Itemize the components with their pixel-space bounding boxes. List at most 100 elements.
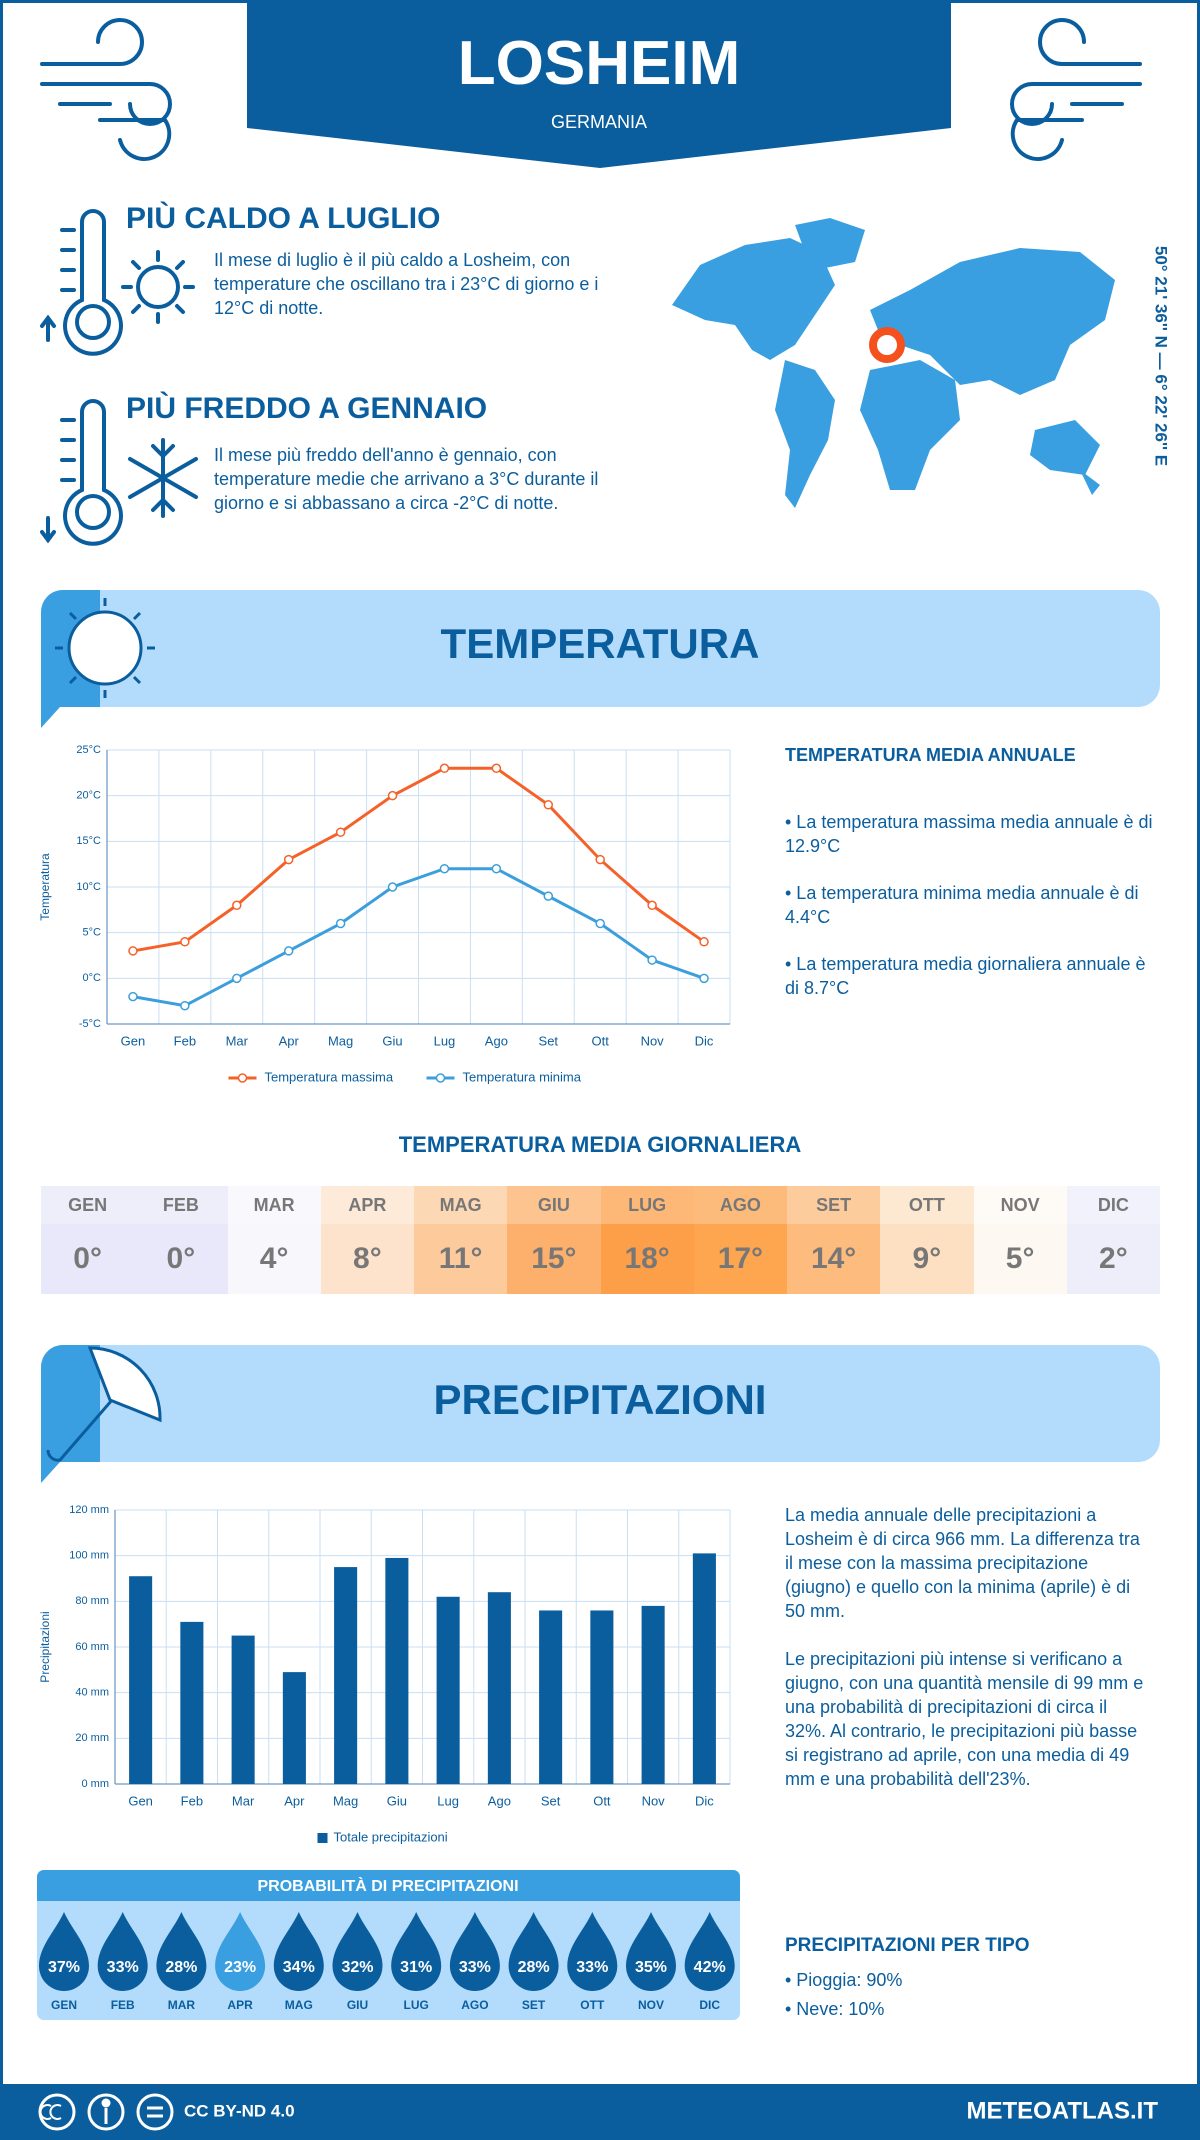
x-tick-label: Lug bbox=[437, 1793, 459, 1808]
footer-bar bbox=[0, 2084, 1200, 2140]
x-tick-label: Mar bbox=[226, 1033, 249, 1048]
x-tick-label: Giu bbox=[382, 1033, 402, 1048]
type-item: • Neve: 10% bbox=[785, 1999, 885, 2019]
drop-label: 42% bbox=[694, 1959, 726, 1976]
daily-month: FEB bbox=[134, 1186, 228, 1224]
line bbox=[132, 867, 705, 1008]
section-title: TEMPERATURA bbox=[441, 620, 760, 667]
daily-cell: MAG 11° bbox=[414, 1186, 508, 1294]
daily-cell: FEB 0° bbox=[134, 1186, 228, 1294]
point bbox=[128, 991, 138, 1002]
daily-month: GIU bbox=[507, 1186, 601, 1224]
drop-label: 33% bbox=[459, 1959, 491, 1976]
point bbox=[491, 863, 502, 874]
precipitation-text: La media annuale delle precipitazioni a … bbox=[785, 1503, 1150, 1815]
drop bbox=[215, 1912, 266, 1991]
point bbox=[439, 863, 450, 874]
x-tick-label: Gen bbox=[121, 1033, 146, 1048]
bar bbox=[385, 1557, 409, 1784]
drop-label: 32% bbox=[341, 1959, 373, 1976]
daily-month: NOV bbox=[973, 1186, 1067, 1224]
daily-value: 8° bbox=[353, 1242, 382, 1275]
site-name: METEOATLAS.IT bbox=[966, 2097, 1158, 2124]
point bbox=[647, 900, 657, 911]
point bbox=[595, 918, 605, 929]
drop-label: 28% bbox=[518, 1959, 550, 1976]
point bbox=[335, 918, 346, 929]
y-tick-label: 60 mm bbox=[75, 1641, 109, 1653]
drop bbox=[684, 1912, 735, 1991]
license: CC BY-ND 4.0 bbox=[184, 2101, 295, 2120]
drop bbox=[508, 1912, 559, 1991]
drop-month: SET bbox=[522, 1998, 546, 2012]
daily-value: 0° bbox=[166, 1242, 196, 1275]
legend-label: Totale precipitazioni bbox=[334, 1829, 448, 1844]
banner-corner bbox=[41, 1345, 100, 1483]
annual-title: TEMPERATURA MEDIA ANNUALE bbox=[785, 745, 1076, 765]
x-tick-label: Giu bbox=[387, 1793, 407, 1808]
daily-value: 11° bbox=[438, 1242, 483, 1275]
bar bbox=[180, 1621, 204, 1784]
drop bbox=[332, 1912, 383, 1991]
legend-label: Temperatura minima bbox=[463, 1069, 582, 1084]
daily-title: TEMPERATURA MEDIA GIORNALIERA bbox=[398, 1132, 802, 1157]
drop-label: 34% bbox=[283, 1959, 315, 1976]
point bbox=[180, 1000, 190, 1011]
drop-month: OTT bbox=[580, 1998, 605, 2012]
drop-month: LUG bbox=[404, 1998, 429, 2012]
y-axis-label: Temperatura bbox=[38, 853, 52, 921]
point bbox=[387, 882, 398, 892]
section-banner bbox=[41, 1345, 1160, 1462]
daily-cell: OTT 9° bbox=[880, 1186, 974, 1294]
coldest-text: Il mese più freddo dell'anno è gennaio, … bbox=[214, 445, 599, 513]
annual-list: • La temperatura massima media annuale è… bbox=[785, 810, 1155, 1023]
daily-month: DIC bbox=[1066, 1186, 1160, 1224]
x-tick-label: Set bbox=[539, 1033, 559, 1048]
point bbox=[128, 946, 138, 956]
drop-label: 28% bbox=[165, 1959, 197, 1976]
probability-header bbox=[37, 1870, 740, 1901]
drop bbox=[97, 1912, 148, 1991]
daily-cell: MAR 4° bbox=[227, 1186, 321, 1294]
drop bbox=[391, 1912, 442, 1991]
x-tick-label: Mag bbox=[333, 1793, 358, 1808]
daily-value: 4° bbox=[259, 1242, 289, 1275]
daily-month: MAG bbox=[414, 1186, 508, 1224]
daily-cell: LUG 18° bbox=[600, 1186, 694, 1294]
bar bbox=[129, 1576, 153, 1784]
drop-month: DIC bbox=[699, 1998, 720, 2012]
x-tick-label: Nov bbox=[641, 1033, 665, 1048]
drop-label: 33% bbox=[576, 1959, 608, 1976]
license-icons bbox=[38, 2093, 174, 2131]
type-title: PRECIPITAZIONI PER TIPO bbox=[785, 1935, 1030, 1956]
bar bbox=[436, 1596, 460, 1784]
daily-month: GEN bbox=[41, 1186, 135, 1224]
point bbox=[232, 900, 242, 911]
bar bbox=[231, 1635, 255, 1784]
daily-value: 5° bbox=[1005, 1242, 1035, 1275]
daily-cell: AGO 17° bbox=[693, 1186, 787, 1294]
daily-month: MAR bbox=[227, 1186, 321, 1224]
drop-month: MAR bbox=[168, 1998, 196, 2012]
drop-label: 35% bbox=[635, 1959, 667, 1976]
drop-month: APR bbox=[227, 1998, 253, 2012]
drop bbox=[626, 1912, 676, 1991]
drop-month: FEB bbox=[111, 1998, 135, 2012]
hottest-title: PIÙ CALDO A LUGLIO bbox=[126, 202, 441, 235]
location-marker bbox=[869, 327, 905, 363]
umbrella-icon bbox=[46, 1346, 162, 1462]
bar bbox=[539, 1610, 563, 1784]
drop-month: GIU bbox=[347, 1998, 368, 2012]
thermometer-icon bbox=[40, 209, 198, 546]
annual-item: • La temperatura media giornaliera annua… bbox=[785, 954, 1146, 998]
daily-value: 18° bbox=[624, 1242, 670, 1275]
y-tick-label: 80 mm bbox=[75, 1595, 109, 1607]
x-tick-label: Apr bbox=[279, 1033, 300, 1048]
legend-marker bbox=[237, 1073, 248, 1083]
type-item: • Pioggia: 90% bbox=[785, 1970, 903, 1990]
y-tick-label: 25°C bbox=[76, 744, 101, 756]
x-tick-label: Dic bbox=[695, 1033, 714, 1048]
drop bbox=[156, 1912, 207, 1991]
